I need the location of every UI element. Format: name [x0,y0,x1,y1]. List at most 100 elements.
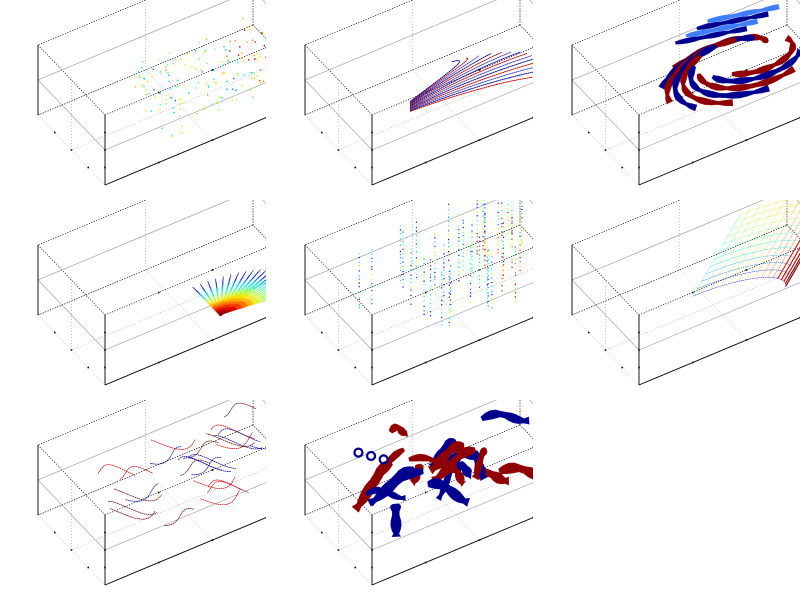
streamline-segment [256,283,262,288]
data-point [514,296,517,298]
data-point [484,219,486,221]
tick-mark [157,91,160,94]
data-point [259,81,262,84]
mesh-line [718,232,800,253]
tick-mark [104,566,106,569]
data-point [410,261,412,263]
tick-mark [745,69,748,71]
data-point [507,204,509,206]
tick-mark [745,269,748,271]
data-point [482,210,484,213]
data-point [402,278,404,281]
data-point [213,69,215,72]
tick-mark [638,366,640,369]
tick-mark [371,531,373,534]
data-point [447,216,450,218]
streamline-segment [242,298,249,302]
data-point [159,70,162,72]
streamline-segment [252,300,259,304]
data-point [476,203,478,205]
data-point [484,217,486,219]
data-point [247,26,249,28]
data-point [448,279,450,281]
data-point [410,264,412,267]
data-point [159,109,161,111]
data-point [497,228,499,230]
data-point [165,98,168,101]
streamline-segment [248,291,254,296]
data-point [447,212,450,215]
data-point [471,259,473,261]
data-point [448,304,450,306]
data-point [242,18,244,20]
data-point [137,71,140,73]
data-point [241,84,243,87]
data-point [434,262,436,265]
data-point [415,243,418,245]
plot-canvas [37,0,266,186]
data-point [181,125,183,127]
data-point [502,222,505,224]
box-edge [252,24,266,40]
data-point [448,325,450,327]
tick-mark [587,331,590,334]
data-point [441,312,443,314]
data-point [399,233,402,235]
data-point [399,250,402,253]
data-point [511,242,513,244]
data-point [371,257,373,259]
data-point [170,135,173,138]
tick-mark [211,69,214,71]
data-point [242,60,245,62]
data-point [484,214,486,216]
box-edge [519,224,533,240]
streamline-segment [263,290,266,293]
data-point [402,235,404,237]
data-point [441,271,443,273]
data-point [423,289,425,291]
streamline-segment [253,294,260,298]
mesh-line [780,246,800,281]
data-point [165,69,167,72]
data-point [521,208,523,211]
data-point [154,96,156,98]
data-point [469,267,472,269]
data-point [410,248,412,251]
streamline-segment [257,299,264,302]
data-point [410,257,412,259]
data-point [234,40,237,42]
data-point [402,265,404,267]
data-point [484,251,486,253]
data-point [511,234,513,236]
streamline-segment [254,289,260,294]
tick-mark [478,339,481,341]
data-point [478,269,481,272]
box-edge [787,0,800,25]
ticks [320,246,533,369]
data-point [358,307,360,309]
data-point [484,250,486,252]
data-point [462,252,464,254]
streamline [224,402,257,418]
streamline [409,76,533,112]
tick-mark [587,131,590,134]
mesh-line [722,225,800,245]
subplot-2 [267,0,533,200]
data-point [501,277,503,280]
data-point [358,285,360,288]
data-point [450,273,452,275]
ticks [53,46,266,169]
data-point [205,83,208,85]
data-point [497,211,499,213]
data-point [486,268,488,271]
data-point [478,261,481,264]
streamribbon [388,423,409,437]
tick-mark [478,139,481,141]
data-point [441,274,443,276]
data-point [469,295,472,297]
streamline-segment [234,303,241,308]
tick-mark [354,166,357,169]
data-point [486,292,488,294]
data-point [448,284,450,286]
data-point [507,208,509,210]
